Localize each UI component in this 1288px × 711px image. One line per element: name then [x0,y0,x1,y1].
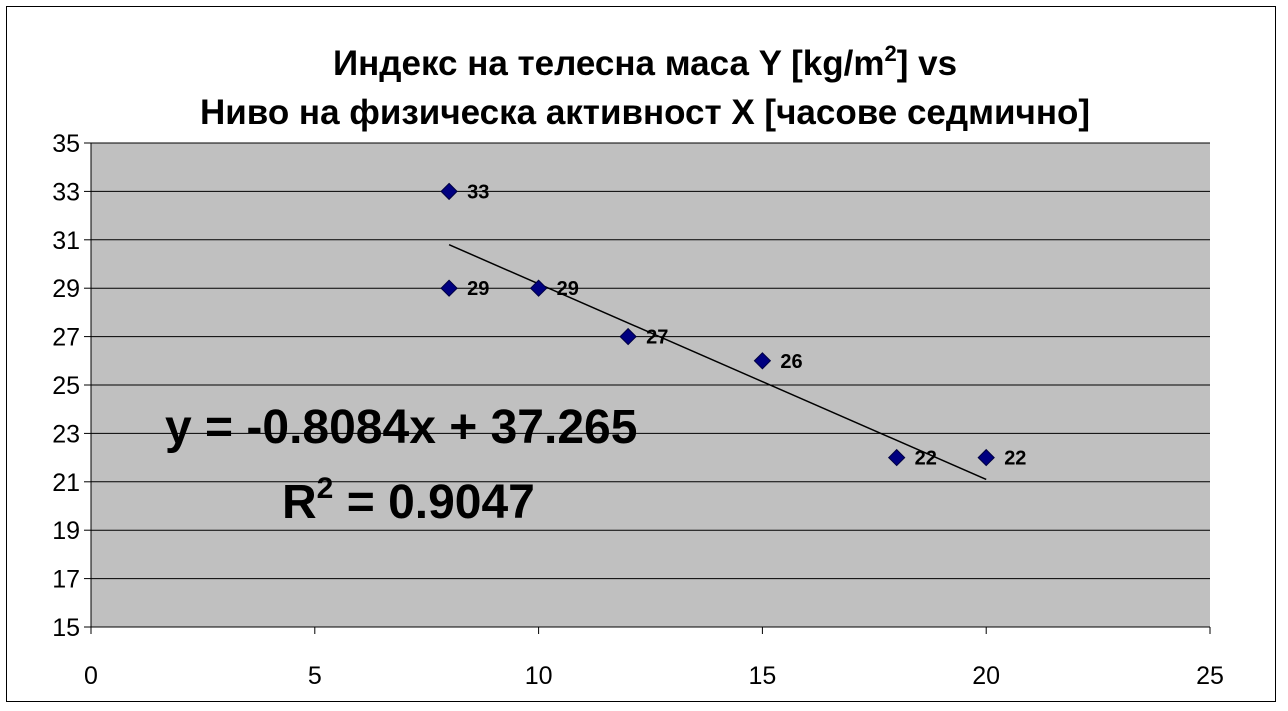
y-tick-label: 23 [52,420,80,448]
chart-title-line2: Ниво на физическа активност X [часове се… [200,93,1090,132]
data-point-label: 33 [467,181,489,203]
data-point-label: 26 [780,351,802,373]
chart-title-line1-main: Индекс на телесна маса Y [kg/m [333,44,885,83]
y-tick-label: 17 [52,566,80,594]
data-point-marker [440,279,458,297]
x-tick-label: 10 [525,662,553,690]
y-tick-label: 15 [52,614,80,642]
data-point-label: 29 [467,278,489,300]
chart-title-superscript: 2 [884,41,896,66]
data-point-marker [440,182,458,201]
y-tick-label: 25 [52,372,80,400]
plot-layer: 15 17 19 21 23 25 27 29 31 33 35 0 5 10 15 20 25 33 29 29 27… [52,130,1224,690]
y-tick-label: 21 [52,469,80,497]
y-tick-label: 19 [52,517,80,545]
r-squared-superscript: 2 [317,472,334,505]
x-tick-label: 15 [748,662,776,690]
data-point-marker [619,327,637,346]
data-point-marker [529,279,548,297]
data-point-marker [753,352,772,370]
x-tick-label: 20 [972,662,1000,690]
y-tick-label: 27 [52,324,80,352]
r-squared-label: R2 = 0.9047 [282,472,535,529]
r-squared-value: = 0.9047 [333,476,535,529]
y-tick-label: 31 [52,227,80,255]
y-tick-label: 33 [52,178,80,206]
data-point-label: 22 [1004,448,1026,470]
data-point-label: 27 [646,327,668,349]
data-point-marker [887,448,906,467]
y-tick-label: 35 [52,130,80,158]
data-point-label: 22 [915,448,937,470]
y-tick-label: 29 [52,275,80,303]
x-tick-label: 0 [84,662,98,690]
data-point-label: 29 [557,278,579,300]
r-squared-prefix: R [282,476,317,529]
chart-title-line1: Индекс на телесна маса Y [kg/m2] vs [333,41,957,83]
chart-title-line1-tail: ] vs [897,44,957,83]
trendline-equation: y = -0.8084x + 37.265 [165,401,637,454]
x-tick-label: 25 [1196,662,1224,690]
x-tick-label: 5 [308,662,322,690]
data-point-marker [977,448,995,467]
